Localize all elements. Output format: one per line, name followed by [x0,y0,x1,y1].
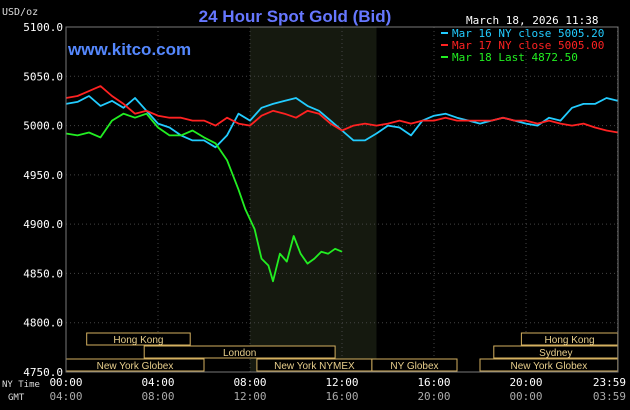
x-tick-label-ny: 16:00 [417,376,450,389]
market-sessions: Hong Kong Hong Kong London Sydney New York G… [65,332,619,372]
x-tick-label-ny: 12:00 [325,376,358,389]
x-row-label-ny: NY Time [2,380,40,390]
y-tick-label: 5000.0 [23,120,63,133]
y-tick-label: 4850.0 [23,267,63,280]
x-tick-label-gmt: 03:59 [593,390,626,403]
chart-timestamp: March 18, 2026 11:38 [466,14,598,27]
legend-entry: Mar 18 Last 4872.50 [452,51,578,64]
legend-entry: Mar 17 NY close 5005.00 [452,39,604,52]
y-tick-label: 5050.0 [23,70,63,83]
kitco-watermark: www.kitco.com [67,40,191,59]
session-label: Hong Kong [545,335,595,346]
session-label: Hong Kong [113,335,163,346]
session-label: NY Globex [390,361,438,372]
session-label: Sydney [539,348,572,359]
series-line [65,85,619,134]
x-tick-label-gmt: 16:00 [325,390,358,403]
y-tick-label: 5100.0 [23,21,63,34]
plot-frame [65,26,619,373]
x-tick-label-gmt: 20:00 [417,390,450,403]
x-tick-label-ny: 08:00 [233,376,266,389]
x-tick-label-gmt: 12:00 [233,390,266,403]
session-box [86,332,191,346]
y-tick-label: 4900.0 [23,218,63,231]
x-row-label-gmt: GMT [8,393,25,403]
series-line [65,112,343,283]
session-box [371,358,458,372]
y-axis-labels: 5100.0 5050.0 5000.0 4950.0 4900.0 4850.0 4800… [23,21,63,379]
y-axis-unit: USD/oz [2,7,38,18]
session-label: New York NYMEX [274,361,355,372]
x-axis-labels: 00:0004:0004:0008:0008:0012:0012:0016:00… [49,376,626,403]
price-series [65,85,619,283]
x-tick-label-gmt: 00:00 [509,390,542,403]
x-tick-label-ny: 04:00 [141,376,174,389]
y-tick-label: 4750.0 [23,366,63,379]
chart-title: 24 Hour Spot Gold (Bid) [199,7,392,26]
x-tick-label-ny: 23:59 [593,376,626,389]
session-box [143,345,336,359]
legend-entry: Mar 16 NY close 5005.20 [452,27,604,40]
y-tick-label: 4800.0 [23,317,63,330]
x-tick-label-ny: 20:00 [509,376,542,389]
session-label: New York Globex [97,361,174,372]
x-tick-label-gmt: 04:00 [49,390,82,403]
x-tick-label-gmt: 08:00 [141,390,174,403]
x-tick-label-ny: 00:00 [49,376,82,389]
session-label: London [223,348,256,359]
session-label: New York Globex [511,361,588,372]
nymex-highlight-band [250,27,377,372]
y-tick-label: 4950.0 [23,169,63,182]
